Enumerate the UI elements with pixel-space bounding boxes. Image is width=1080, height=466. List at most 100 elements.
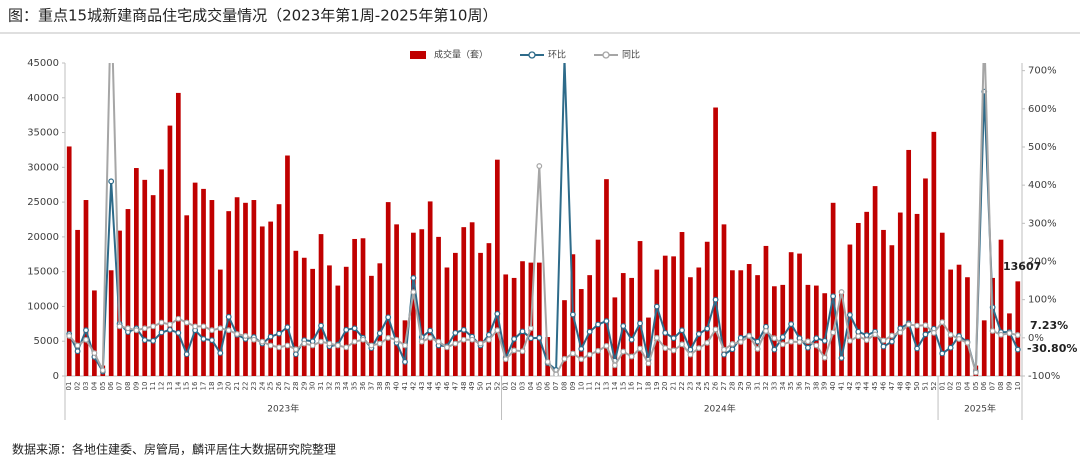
x-tick-label: 09 (569, 382, 577, 391)
x-tick-label: 39 (821, 382, 829, 391)
x-tick-label: 09 (132, 382, 140, 391)
x-tick-label: 07 (552, 382, 560, 391)
x-tick-label: 03 (519, 382, 527, 391)
line-point (301, 340, 308, 347)
bar (1007, 313, 1012, 376)
line-point (821, 337, 828, 344)
x-tick-label: 30 (745, 382, 753, 391)
line-point (460, 336, 467, 343)
bar (486, 243, 492, 376)
line-point (528, 325, 534, 332)
bar (713, 107, 718, 376)
line-point (1006, 330, 1013, 337)
source-note: 数据来源：各地住建委、房管局，麟评居住大数据研究院整理 (12, 442, 336, 457)
line-point (469, 336, 476, 343)
bar (931, 131, 937, 376)
line-point (326, 340, 333, 347)
x-tick-label: 31 (754, 382, 762, 391)
line-point (982, 30, 987, 35)
bar (268, 221, 274, 376)
line-point (183, 351, 190, 358)
bar (746, 264, 752, 376)
line-point (175, 329, 182, 336)
line-point (125, 325, 131, 332)
bar (259, 226, 265, 376)
bar (923, 178, 928, 376)
bar (830, 202, 836, 376)
y2-tick-label: 300% (1028, 218, 1057, 229)
line-point (460, 326, 467, 333)
line-point (830, 329, 837, 336)
bar (192, 182, 198, 376)
line-point (410, 275, 417, 281)
line-point (905, 321, 912, 328)
line-point (637, 345, 643, 352)
line-point (670, 347, 677, 354)
x-tick-label: 15 (183, 382, 191, 391)
line-point (276, 344, 282, 351)
bar (679, 232, 685, 376)
bar (914, 213, 920, 376)
line-point (872, 331, 878, 338)
line-point (704, 339, 711, 346)
y-tick-label: 25000 (27, 197, 59, 208)
x-tick-label: 31 (317, 382, 325, 391)
bar (209, 200, 215, 376)
bar (478, 252, 483, 376)
x-tick-label: 03 (955, 382, 963, 391)
line-point (653, 334, 660, 341)
bar (369, 275, 374, 376)
bar (159, 169, 164, 376)
line-point (998, 331, 1004, 338)
bar (646, 317, 651, 376)
x-tick-label: 01 (502, 382, 510, 391)
line-point (410, 289, 417, 295)
line-point (167, 326, 173, 333)
legend-label: 同比 (622, 49, 640, 61)
line-point (788, 338, 795, 345)
line-point (838, 355, 845, 361)
x-tick-label: 44 (863, 381, 871, 390)
line-point (813, 342, 820, 349)
x-tick-label: 37 (367, 382, 375, 391)
line-point (259, 338, 266, 345)
line-point (746, 333, 753, 339)
x-tick-label: 04 (527, 381, 535, 390)
line-point (679, 327, 685, 334)
group-label: 2023年 (267, 403, 299, 415)
x-tick-label: 26 (712, 381, 720, 390)
line-point (737, 339, 744, 345)
line-point (167, 321, 173, 328)
bar (604, 179, 609, 376)
line-point (452, 340, 459, 347)
line-point (687, 351, 694, 358)
line-point (511, 347, 518, 354)
line-point (351, 325, 358, 332)
line-point (74, 342, 81, 349)
bar (595, 239, 601, 376)
bar (755, 275, 760, 376)
plot-area (66, 30, 1021, 376)
bar (134, 168, 139, 376)
x-tick-label: 10 (141, 382, 149, 391)
line-point (175, 315, 182, 322)
bar (780, 284, 786, 376)
x-tick-label: 21 (670, 382, 678, 391)
line-point (855, 333, 862, 340)
x-tick-label: 22 (678, 382, 686, 391)
line-point (99, 367, 106, 374)
bar (327, 265, 332, 376)
bar (175, 92, 181, 376)
line-point (250, 336, 257, 343)
x-tick-label: 20 (225, 382, 233, 391)
line-point (183, 319, 190, 326)
x-tick-label: 19 (216, 382, 224, 391)
x-tick-label: 08 (124, 382, 132, 391)
bar (889, 245, 895, 376)
line-point (91, 350, 98, 356)
x-tick-label: 06 (107, 381, 115, 390)
line-point (418, 338, 425, 345)
x-tick-label: 50 (913, 382, 921, 391)
chart-title: 图：重点15城新建商品住宅成交量情况（2023年第1周-2025年第10周） (8, 7, 497, 25)
